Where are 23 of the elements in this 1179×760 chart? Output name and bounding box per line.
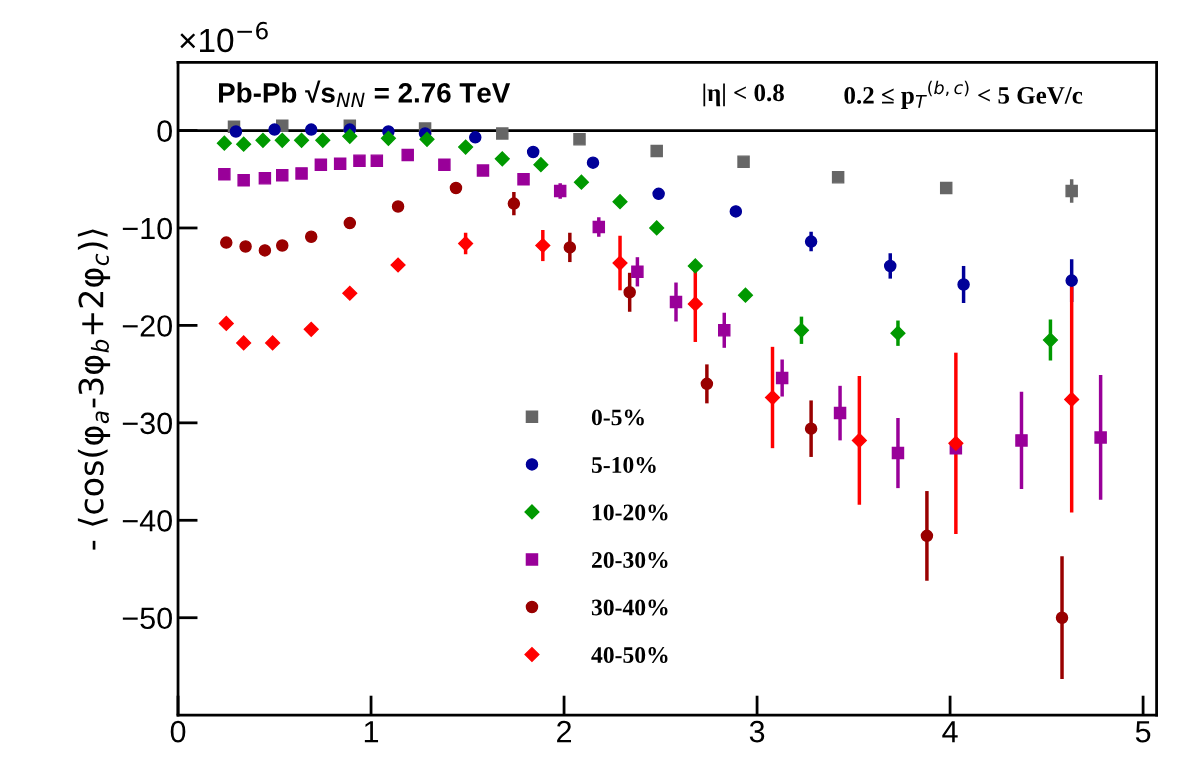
y-tick-label: −20 — [122, 315, 172, 337]
y-tick-label: −50 — [122, 607, 172, 630]
annotation: 0.2 ≤ p$_{T}$$^{(b,c)}$ < 5 GeV/c — [844, 80, 1083, 109]
legend-label: 40-50% — [591, 647, 668, 664]
x-tick-label: 1 — [364, 721, 379, 743]
x-tick-label: 3 — [749, 720, 765, 743]
annotation: Pb-Pb √s$_{NN}$ = 2.76 TeV — [219, 80, 511, 107]
legend-label: 10-20% — [592, 504, 668, 521]
legend-label: 0-5% — [591, 409, 644, 426]
x-tick-label: 5 — [1135, 721, 1151, 743]
text: ×10$^{−6}$ — [180, 21, 268, 53]
y-tick-label: −40 — [122, 510, 172, 532]
legend-label: 30-40% — [591, 599, 668, 616]
x-tick-label: 2 — [557, 720, 572, 743]
x-tick-label: 0 — [170, 720, 186, 743]
legend-label: 20-30% — [591, 552, 668, 569]
annotation: |η| < 0.8 — [703, 83, 784, 107]
y-tick-label: 0 — [157, 120, 172, 142]
y-tick-label: −30 — [122, 412, 172, 435]
y-axis-title: - ⟨cos(φ$_{a}$-3φ$_{b}$+2φ$_{c}$)⟩ — [77, 229, 111, 550]
legend-label: 5-10% — [591, 456, 656, 473]
x-tick-label: 4 — [942, 721, 958, 743]
y-tick-label: −10 — [122, 217, 172, 240]
